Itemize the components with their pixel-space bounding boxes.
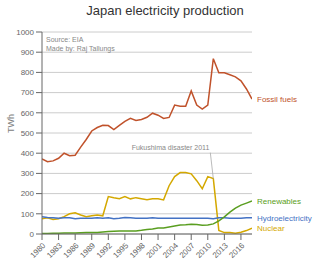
svg-text:400: 400 — [21, 149, 35, 158]
svg-text:2010: 2010 — [194, 241, 213, 260]
svg-text:1000: 1000 — [16, 28, 34, 37]
svg-text:1980: 1980 — [28, 241, 47, 260]
svg-text:1998: 1998 — [128, 241, 147, 260]
svg-text:2016: 2016 — [227, 241, 246, 260]
svg-text:700: 700 — [21, 88, 35, 97]
svg-text:600: 600 — [21, 109, 35, 118]
svg-text:1992: 1992 — [95, 241, 114, 260]
svg-text:Fossil fuels: Fossil fuels — [257, 95, 297, 104]
svg-text:Fukushima disaster 2011: Fukushima disaster 2011 — [132, 144, 210, 151]
svg-text:300: 300 — [21, 169, 35, 178]
html-text:Source: EIA Made by: Raj Tallu: Source: EIA Made by: Raj Tallungs — [46, 36, 115, 52]
svg-text:2007: 2007 — [178, 241, 197, 260]
svg-text:1986: 1986 — [62, 241, 81, 260]
svg-text:Hydroelectricity: Hydroelectricity — [257, 214, 312, 223]
svg-text:1995: 1995 — [111, 241, 130, 260]
svg-text:1989: 1989 — [78, 241, 97, 260]
svg-text:Nuclear: Nuclear — [257, 224, 285, 233]
svg-text:2004: 2004 — [161, 241, 180, 260]
svg-text:0: 0 — [30, 230, 35, 239]
svg-text:2001: 2001 — [145, 241, 164, 260]
svg-text:1983: 1983 — [45, 241, 64, 260]
svg-text:200: 200 — [21, 189, 35, 198]
svg-text:500: 500 — [21, 129, 35, 138]
svg-text:900: 900 — [21, 48, 35, 57]
svg-text:Renewables: Renewables — [257, 197, 301, 206]
svg-text:800: 800 — [21, 68, 35, 77]
svg-text:TWh: TWh — [8, 114, 16, 133]
html-text:Japan electricity production: Japan electricity production — [86, 3, 244, 18]
svg-text:100: 100 — [21, 210, 35, 219]
svg-text:2013: 2013 — [211, 241, 230, 260]
